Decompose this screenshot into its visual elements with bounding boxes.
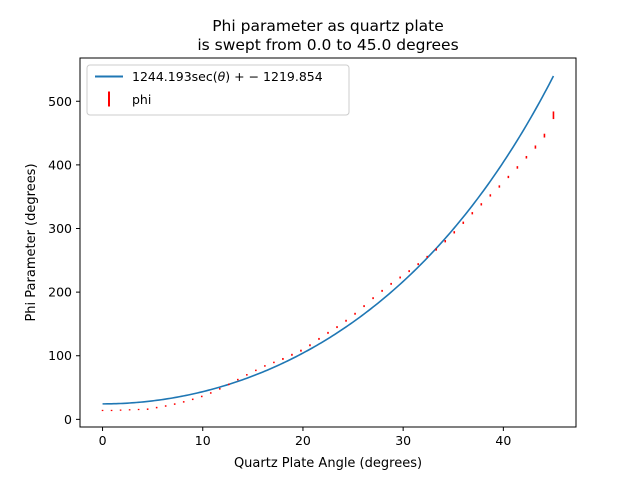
- plot-background: [80, 58, 576, 427]
- data-layer: [101, 75, 555, 412]
- x-tick-label: 10: [195, 433, 211, 448]
- chart-title-line-1: Phi parameter as quartz plate: [212, 17, 444, 35]
- legend-box: [86, 64, 350, 116]
- legend-fit-label-part1: 1244.193sec(: [132, 69, 218, 84]
- y-axis-label: Phi Parameter (degrees): [24, 163, 39, 321]
- x-tick-label: 0: [99, 433, 107, 448]
- legend-fit-label-theta: θ: [218, 69, 226, 84]
- plot-area: [79, 57, 577, 428]
- legend-fit-label-part4: + − 1219.854: [234, 69, 323, 84]
- plot-frame: [79, 57, 577, 428]
- y-tick-label: 400: [48, 157, 72, 172]
- legend-fit-label-part3: ): [225, 69, 230, 84]
- x-axis-ticks: 0 10 20 30 40: [99, 427, 511, 448]
- y-axis-ticks: 0 100 200 300 400 500: [48, 94, 80, 427]
- legend: 1244.193sec(θ) + − 1219.854 phi: [86, 64, 350, 116]
- chart-title-line-2: is swept from 0.0 to 45.0 degrees: [197, 36, 458, 54]
- x-tick-label: 20: [295, 433, 311, 448]
- y-tick-label: 0: [64, 412, 72, 427]
- y-tick-label: 500: [48, 94, 72, 109]
- x-tick-label: 40: [495, 433, 511, 448]
- y-tick-label: 100: [48, 348, 72, 363]
- legend-phi-label: phi: [132, 92, 151, 107]
- y-tick-label: 200: [48, 285, 72, 300]
- fit-curve: [102, 75, 555, 405]
- x-tick-label: 30: [395, 433, 411, 448]
- x-axis-label: Quartz Plate Angle (degrees): [234, 456, 422, 471]
- legend-fit-label: 1244.193sec(θ) + − 1219.854: [132, 69, 323, 84]
- y-tick-label: 300: [48, 221, 72, 236]
